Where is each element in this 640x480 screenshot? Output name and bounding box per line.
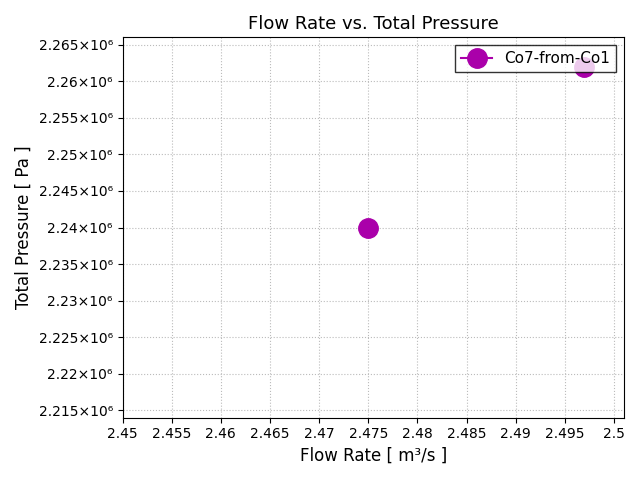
Title: Flow Rate vs. Total Pressure: Flow Rate vs. Total Pressure (248, 15, 499, 33)
Co7-from-Co1 (364, 225, 372, 230)
Line: Co7-from-Co1: Co7-from-Co1 (358, 57, 594, 237)
Co7-from-Co1 (580, 64, 588, 70)
Legend: Co7-from-Co1: Co7-from-Co1 (455, 45, 616, 72)
Y-axis label: Total Pressure [ Pa ]: Total Pressure [ Pa ] (15, 146, 33, 309)
X-axis label: Flow Rate [ m³/s ]: Flow Rate [ m³/s ] (300, 447, 447, 465)
